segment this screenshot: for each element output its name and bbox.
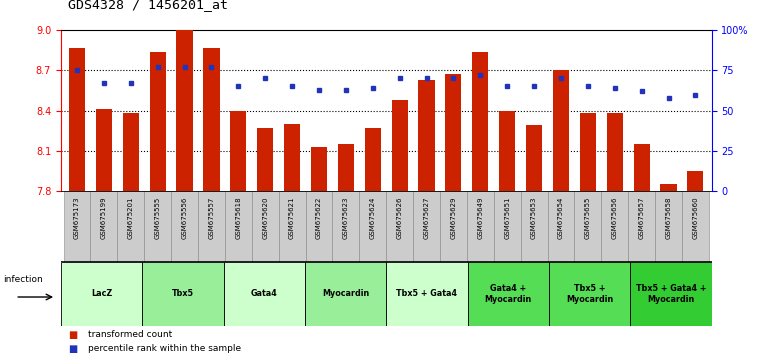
Bar (96, 109, 112, 191)
Bar (257, 128, 273, 191)
Bar (305, 262, 387, 326)
Bar (575, 191, 601, 262)
Text: transformed count: transformed count (88, 330, 172, 339)
Text: GSM675655: GSM675655 (585, 197, 591, 239)
Text: GSM675656: GSM675656 (612, 197, 618, 239)
Text: GSM675621: GSM675621 (289, 197, 295, 239)
Text: GSM675557: GSM675557 (209, 197, 215, 239)
Text: LacZ: LacZ (91, 289, 112, 298)
Bar (601, 191, 628, 262)
Bar (466, 191, 494, 262)
Bar (61, 262, 142, 326)
Bar (142, 262, 224, 326)
Bar (365, 128, 380, 191)
Bar (150, 52, 166, 191)
Bar (580, 113, 596, 191)
Bar (526, 125, 542, 191)
Bar (687, 171, 703, 191)
Text: GSM675657: GSM675657 (638, 197, 645, 239)
Bar (338, 144, 354, 191)
Text: Tbx5 + Gata4: Tbx5 + Gata4 (396, 289, 457, 298)
Text: percentile rank within the sample: percentile rank within the sample (88, 344, 240, 353)
Bar (387, 191, 413, 262)
Bar (628, 191, 655, 262)
Text: GSM675651: GSM675651 (505, 197, 510, 239)
Bar (225, 191, 252, 262)
Bar (547, 191, 575, 262)
Bar (413, 191, 440, 262)
Bar (440, 191, 466, 262)
Bar (494, 191, 521, 262)
Text: GSM675649: GSM675649 (477, 197, 483, 239)
Text: GSM675629: GSM675629 (451, 197, 457, 239)
Text: GSM675199: GSM675199 (101, 197, 107, 239)
Text: GSM675620: GSM675620 (263, 197, 268, 239)
Bar (387, 262, 467, 326)
Bar (553, 70, 569, 191)
Bar (630, 262, 712, 326)
Text: GSM675653: GSM675653 (531, 197, 537, 239)
Text: GSM675654: GSM675654 (558, 197, 564, 239)
Bar (203, 47, 219, 191)
Bar (607, 113, 622, 191)
Text: GSM675623: GSM675623 (343, 197, 349, 239)
Bar (252, 191, 279, 262)
Bar (467, 262, 549, 326)
Bar (634, 144, 650, 191)
Bar (69, 47, 85, 191)
Bar (231, 110, 247, 191)
Text: GSM675626: GSM675626 (396, 197, 403, 239)
Bar (171, 191, 198, 262)
Text: Gata4 +
Myocardin: Gata4 + Myocardin (485, 284, 532, 303)
Text: GSM675618: GSM675618 (235, 197, 241, 239)
Bar (284, 124, 300, 191)
Text: GDS4328 / 1456201_at: GDS4328 / 1456201_at (68, 0, 228, 11)
Text: Tbx5: Tbx5 (172, 289, 194, 298)
Bar (117, 191, 145, 262)
Text: GSM675660: GSM675660 (693, 197, 699, 239)
Text: GSM675624: GSM675624 (370, 197, 376, 239)
Text: GSM675627: GSM675627 (424, 197, 429, 239)
Bar (91, 191, 117, 262)
Text: ■: ■ (68, 344, 78, 354)
Text: Tbx5 + Gata4 +
Myocardin: Tbx5 + Gata4 + Myocardin (635, 284, 706, 303)
Bar (306, 191, 333, 262)
Text: ■: ■ (68, 330, 78, 339)
Text: GSM675201: GSM675201 (128, 197, 134, 239)
Text: GSM675173: GSM675173 (74, 197, 80, 239)
Bar (549, 262, 630, 326)
Bar (198, 191, 225, 262)
Bar (145, 191, 171, 262)
Bar (499, 110, 515, 191)
Bar (392, 100, 408, 191)
Bar (123, 113, 139, 191)
Text: GSM675622: GSM675622 (316, 197, 322, 239)
Text: Tbx5 +
Myocardin: Tbx5 + Myocardin (566, 284, 613, 303)
Bar (521, 191, 547, 262)
Bar (279, 191, 306, 262)
Bar (224, 262, 305, 326)
Bar (655, 191, 682, 262)
Bar (682, 191, 708, 262)
Text: GSM675555: GSM675555 (154, 197, 161, 239)
Text: Myocardin: Myocardin (322, 289, 369, 298)
Text: GSM675658: GSM675658 (666, 197, 671, 239)
Text: Gata4: Gata4 (251, 289, 278, 298)
Text: infection: infection (3, 275, 43, 284)
Bar (359, 191, 387, 262)
Bar (445, 74, 461, 191)
Bar (473, 52, 489, 191)
Bar (177, 30, 193, 191)
Bar (419, 80, 435, 191)
Bar (311, 147, 327, 191)
Bar (64, 191, 91, 262)
Text: GSM675556: GSM675556 (182, 197, 187, 239)
Bar (661, 184, 677, 191)
Bar (333, 191, 359, 262)
